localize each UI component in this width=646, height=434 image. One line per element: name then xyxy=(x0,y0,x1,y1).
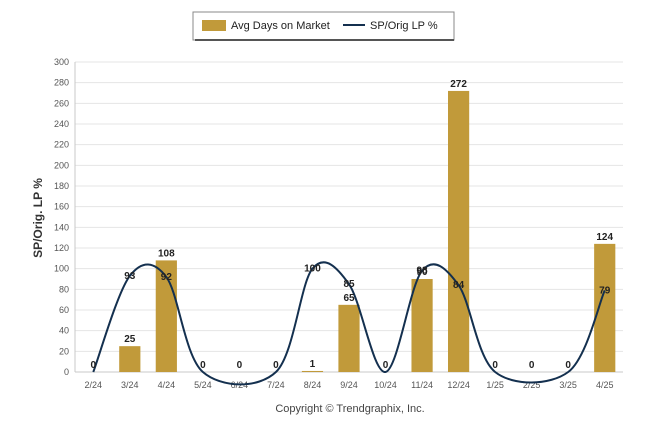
y-tick-label: 140 xyxy=(54,222,69,232)
y-tick-label: 280 xyxy=(54,78,69,88)
y-tick-label: 100 xyxy=(54,264,69,274)
y-tick-label: 160 xyxy=(54,202,69,212)
bar-value-label: 0 xyxy=(529,360,535,371)
y-tick-label: 60 xyxy=(59,305,69,315)
bar-value-label: 124 xyxy=(596,232,613,243)
data-labels: 0 25 108 0 0 0 1 65 0 90 272 0 0 0 124 93 92 100 85 98 84 79 xyxy=(90,79,613,371)
x-tick-label: 11/24 xyxy=(411,380,433,390)
y-tick-label: 260 xyxy=(54,98,69,108)
x-tick-label: 3/24 xyxy=(121,380,139,390)
x-tick-label: 4/24 xyxy=(158,380,176,390)
line-value-label: 84 xyxy=(453,280,465,291)
line-value-label: 98 xyxy=(417,266,429,277)
bar-value-label: 1 xyxy=(310,359,316,370)
x-tick-label: 2/25 xyxy=(523,380,541,390)
y-tick-label: 0 xyxy=(64,367,69,377)
bar-value-label: 0 xyxy=(237,360,243,371)
legend-label-bar: Avg Days on Market xyxy=(231,20,330,32)
y-tick-label: 240 xyxy=(54,119,69,129)
legend-box xyxy=(192,11,455,41)
bar xyxy=(301,370,324,372)
bar-value-label: 108 xyxy=(158,248,175,259)
y-tick-label: 40 xyxy=(59,326,69,336)
bar-value-label: 0 xyxy=(273,360,279,371)
x-tick-label: 8/24 xyxy=(304,380,322,390)
y-tick-label: 80 xyxy=(59,284,69,294)
x-tick-label: 4/25 xyxy=(596,380,614,390)
bar xyxy=(411,279,433,372)
x-tick-label: 9/24 xyxy=(340,380,358,390)
legend-swatch-bar xyxy=(202,20,226,31)
bar-value-label: 0 xyxy=(492,360,498,371)
y-tick-label: 300 xyxy=(54,57,69,67)
x-tick-label: 12/24 xyxy=(447,380,470,390)
bar xyxy=(338,304,360,372)
bar-value-label: 25 xyxy=(124,334,136,345)
bar-value-label: 0 xyxy=(565,360,571,371)
line-path xyxy=(92,261,606,386)
line-value-label: 100 xyxy=(304,264,321,275)
line-value-label: 93 xyxy=(124,271,136,282)
legend: Avg Days on Market SP/Orig LP % xyxy=(192,11,455,41)
bar xyxy=(448,90,470,372)
bar-series xyxy=(119,90,616,372)
x-tick-label: 3/25 xyxy=(559,380,577,390)
bar-value-label: 0 xyxy=(200,360,206,371)
line-value-label: 85 xyxy=(343,279,355,290)
line-value-label: 92 xyxy=(161,272,173,283)
y-axis-title: SP/Orig. LP % xyxy=(31,178,45,258)
y-tick-label: 200 xyxy=(54,160,69,170)
y-tick-label: 120 xyxy=(54,243,69,253)
x-tick-label: 10/24 xyxy=(374,380,397,390)
y-tick-label: 220 xyxy=(54,140,69,150)
bar-value-label: 90 xyxy=(417,267,429,278)
x-tick-label: 5/24 xyxy=(194,380,212,390)
x-tick-label: 2/24 xyxy=(85,380,103,390)
bar-value-label: 65 xyxy=(343,293,355,304)
bar-value-label: 272 xyxy=(450,79,467,90)
bar-value-label: 0 xyxy=(383,360,389,371)
bar xyxy=(594,243,616,372)
copyright-footer: Copyright © Trendgraphix, Inc. xyxy=(275,403,424,415)
x-tick-label: 1/25 xyxy=(486,380,504,390)
bar-value-label: 0 xyxy=(90,360,96,371)
line-series xyxy=(92,261,606,386)
legend-label-line: SP/Orig LP % xyxy=(370,20,438,32)
bar xyxy=(119,346,141,372)
y-tick-label: 20 xyxy=(59,346,69,356)
gridlines xyxy=(75,61,623,373)
line-value-label: 79 xyxy=(599,285,611,296)
x-tick-label: 7/24 xyxy=(267,380,285,390)
y-tick-label: 180 xyxy=(54,181,69,191)
